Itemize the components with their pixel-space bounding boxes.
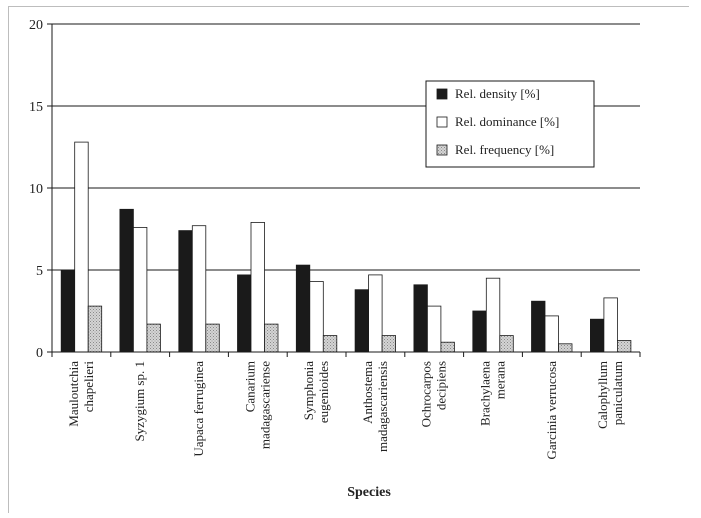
x-category-line: eugenioides (316, 361, 331, 423)
x-category-line: paniculatum (610, 361, 625, 425)
bar-series-3 (440, 341, 455, 353)
bar-series-1 (413, 284, 428, 353)
bar-series-1 (590, 318, 605, 353)
y-tick-label: 20 (29, 18, 43, 33)
legend-label: Rel. dominance [%] (455, 114, 559, 129)
bar-series-2 (74, 141, 89, 353)
bar-series-2 (603, 297, 618, 353)
x-category-line: Canarium (242, 361, 257, 412)
bar-series-2 (250, 221, 265, 353)
bar-series-3 (146, 323, 161, 353)
bar-series-1 (472, 310, 487, 353)
x-category-line: Anthostema (360, 361, 375, 424)
x-category-line: Brachylaena (478, 361, 493, 426)
x-category-label: Uapaca ferruginea (191, 361, 206, 457)
bar-series-2 (191, 225, 207, 353)
x-category-line: Garcinia verrucosa (544, 361, 559, 460)
bar-series-3 (322, 335, 338, 353)
x-category-label: Calophyllumpaniculatum (595, 361, 625, 429)
x-category-label: Anthostemamadagascariensis (360, 361, 390, 452)
x-category-line: chapelieri (81, 361, 96, 413)
bars (60, 141, 632, 353)
grid (52, 23, 640, 271)
x-category-label: Mauloutchiachapelieri (66, 361, 96, 427)
x-category-label: Canariummadagascariense (242, 361, 272, 449)
x-category-line: Symphonia (301, 361, 316, 420)
bar-series-3 (381, 335, 397, 353)
bar-series-3 (205, 323, 220, 353)
x-category-label: Brachylaenamerana (478, 361, 508, 426)
bar-series-2 (132, 226, 148, 353)
x-category-label: Syzygium sp. 1 (132, 361, 147, 442)
legend-label: Rel. frequency [%] (455, 142, 554, 157)
x-category-label: Garcinia verrucosa (544, 361, 559, 460)
legend-label: Rel. density [%] (455, 86, 540, 101)
y-tick-label: 10 (29, 182, 43, 197)
x-category-line: Calophyllum (595, 361, 610, 429)
bar-series-3 (617, 340, 632, 353)
legend-box (425, 80, 595, 168)
y-ticks: 0 5 10 15 20 (29, 18, 52, 361)
legend: Rel. density [%] Rel. dominance [%] Rel. f… (425, 80, 595, 168)
x-category-line: Syzygium sp. 1 (132, 361, 147, 442)
legend-swatch (436, 116, 448, 128)
x-category-label: Symphoniaeugenioides (301, 361, 331, 423)
x-category-line: madagascariense (257, 361, 272, 449)
x-category-line: Uapaca ferruginea (191, 361, 206, 457)
bar-series-1 (354, 289, 370, 353)
bar-series-2 (368, 274, 383, 353)
bar-series-2 (485, 277, 501, 353)
chart-frame (8, 6, 689, 513)
y-tick-label: 5 (36, 264, 43, 279)
x-category-line: Mauloutchia (66, 361, 81, 427)
x-category-line: decipiens (434, 361, 449, 410)
bar-series-1 (531, 300, 546, 353)
bar-series-2 (544, 315, 559, 353)
bar-series-3 (264, 323, 279, 353)
bar-series-2 (426, 305, 442, 353)
x-category-line: merana (493, 361, 508, 399)
x-category-line: madagascariensis (375, 361, 390, 452)
bar-series-3 (558, 343, 573, 353)
x-axis-label: Species (347, 485, 391, 500)
bar-series-1 (295, 264, 311, 353)
legend-swatch (436, 88, 448, 100)
bar-series-1 (60, 269, 76, 353)
bar-series-1 (119, 208, 134, 353)
bar-series-2 (309, 281, 324, 353)
x-categories: Mauloutchiachapelieri Syzygium sp. 1 Uapac… (66, 361, 625, 460)
y-tick-label: 15 (29, 100, 43, 115)
bar-series-1 (237, 274, 252, 353)
bar-series-3 (499, 335, 514, 353)
legend-swatch (436, 144, 448, 156)
bar-series-1 (178, 230, 193, 353)
y-tick-label: 0 (36, 346, 43, 361)
bar-series-3 (87, 305, 103, 353)
x-category-line: Ochrocarpos (419, 361, 434, 427)
x-category-label: Ochrocarposdecipiens (419, 361, 449, 427)
